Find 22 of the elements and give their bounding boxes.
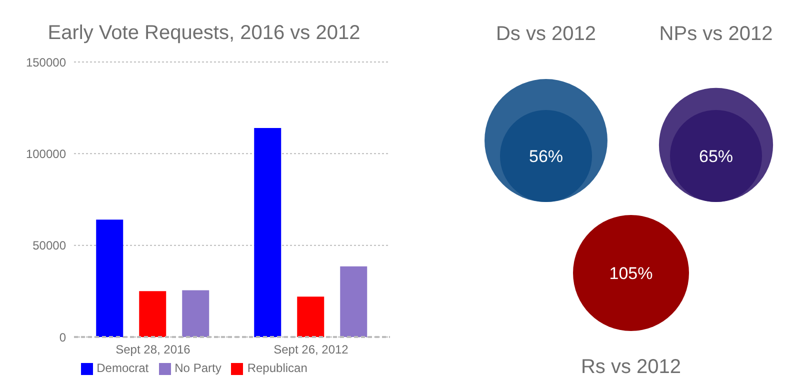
category-label: NPs vs 2012	[659, 23, 773, 45]
y-tick-label: 100000	[26, 146, 66, 161]
y-tick-label: 50000	[32, 238, 66, 253]
data-label: 65%	[698, 147, 734, 166]
bar	[297, 296, 324, 337]
category-label: Ds vs 2012	[496, 23, 596, 45]
bar	[96, 220, 124, 337]
data-label: 56%	[528, 147, 564, 166]
x-tick-label: Sept 28, 2016	[116, 342, 191, 357]
x-tick-label: Sept 26, 2012	[274, 342, 349, 357]
bar	[182, 290, 210, 337]
y-tick-label: 150000	[26, 55, 66, 70]
chart-title: Early Vote Requests, 2016 vs 2012	[46, 22, 362, 46]
category-label: Rs vs 2012	[580, 356, 682, 378]
bar	[254, 128, 282, 337]
y-tick-label: 0	[59, 330, 66, 344]
data-label: 105%	[609, 264, 653, 283]
legend-label: Democrat	[96, 361, 149, 375]
legend-label: Republican	[247, 361, 308, 375]
legend-label: No Party	[174, 361, 222, 375]
bar	[139, 291, 166, 337]
bar	[340, 266, 368, 337]
